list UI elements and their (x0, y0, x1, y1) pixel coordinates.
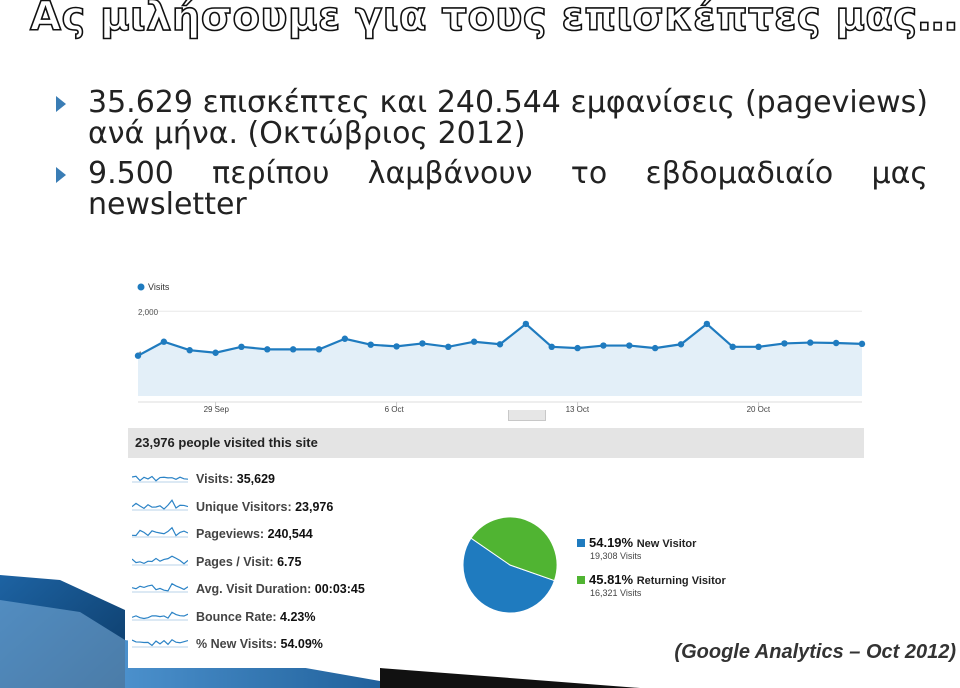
chart-resize-handle[interactable] (508, 410, 546, 421)
x-tick-label: 13 Oct (566, 405, 590, 414)
metric-name: Bounce Rate: (196, 610, 281, 624)
legend-count: 19,308 Visits (590, 551, 642, 561)
visits-point[interactable] (134, 352, 142, 359)
metric-value: 240,544 (267, 527, 313, 541)
visits-point[interactable] (160, 338, 168, 345)
visits-area (138, 323, 862, 396)
visits-point[interactable] (832, 339, 840, 347)
bullet-arrow-icon (56, 96, 66, 112)
legend-swatch-icon (577, 576, 585, 584)
visits-point[interactable] (212, 349, 219, 356)
bullet-text: 35.629 επισκέπτες και 240.544 εμφανίσεις… (88, 85, 928, 151)
visits-point[interactable] (600, 342, 607, 349)
visits-point[interactable] (419, 340, 426, 347)
visits-point[interactable] (470, 338, 478, 345)
visits-point[interactable] (626, 342, 633, 349)
pie-slice[interactable] (470, 516, 558, 582)
sparkline-icon (132, 526, 188, 538)
metric-value: 6.75 (277, 555, 302, 569)
visits-point[interactable] (496, 341, 504, 348)
visits-point[interactable] (755, 343, 762, 351)
metric-value: 23,976 (295, 500, 334, 514)
metric-label: Visits: 35,629 (196, 472, 275, 486)
metric-row[interactable]: Avg. Visit Duration: 00:03:45 (128, 575, 468, 601)
visits-point[interactable] (574, 344, 581, 352)
legend-name: New Visitor (636, 538, 697, 550)
metric-name: Pages / Visit: (196, 555, 278, 569)
sparkline-icon (132, 611, 188, 621)
metric-row[interactable]: Visits: 35,629 (128, 465, 468, 491)
x-tick-label: 6 Oct (385, 405, 405, 414)
visits-point[interactable] (289, 346, 297, 353)
metric-name: Pageviews: (196, 527, 268, 541)
legend-name: Returning Visitor (636, 575, 726, 587)
slide-title: Ας μιλήσουμε για τους επισκέπτες μας… (29, 0, 959, 41)
sparkline-icon (132, 582, 188, 593)
visits-point[interactable] (367, 341, 374, 348)
bullet-text: 9.500 περίπου λαμβάνουν το εβδομαδιαίο μ… (88, 156, 928, 222)
visits-point[interactable] (781, 340, 788, 347)
sparkline-icon (132, 638, 188, 648)
visits-point[interactable] (729, 343, 736, 351)
metric-label: Unique Visitors: 23,976 (196, 500, 333, 514)
visits-point[interactable] (651, 344, 659, 352)
visits-point[interactable] (315, 346, 323, 353)
metric-name: Unique Visitors: (196, 500, 296, 514)
metric-name: Avg. Visit Duration: (196, 582, 315, 596)
legend-count: 16,321 Visits (590, 588, 642, 598)
visits-point[interactable] (677, 341, 685, 348)
sparkline-icon (132, 475, 188, 483)
metric-value: 35,629 (236, 472, 275, 486)
visits-point[interactable] (238, 343, 245, 351)
legend-label: Visits (148, 282, 170, 292)
legend-swatch-icon (577, 539, 585, 547)
sparkline-icon (132, 499, 188, 511)
caption: (Google Analytics – Oct 2012) (674, 641, 956, 663)
metric-row[interactable]: Unique Visitors: 23,976 (128, 493, 468, 519)
visits-point[interactable] (393, 343, 400, 350)
visits-point[interactable] (341, 335, 349, 342)
metric-label: Bounce Rate: 4.23% (196, 610, 316, 624)
x-tick-label: 29 Sep (204, 405, 230, 414)
summary-header-text: 23,976 people visited this site (135, 435, 318, 450)
metric-name: % New Visits: (196, 637, 281, 651)
metric-value: 54.09% (280, 637, 323, 651)
visits-point[interactable] (445, 343, 452, 351)
pie-slice[interactable] (462, 537, 556, 614)
summary-header: 23,976 people visited this site (128, 428, 864, 458)
metric-label: Avg. Visit Duration: 00:03:45 (196, 582, 365, 596)
visits-point[interactable] (522, 320, 530, 328)
legend-percent: 45.81% Returning Visitor (589, 572, 726, 587)
metric-label: Pageviews: 240,544 (196, 527, 313, 541)
sparkline-icon (132, 555, 188, 566)
metric-label: % New Visits: 54.09% (196, 637, 323, 651)
y-tick-label: 2,000 (138, 308, 159, 317)
metric-value: 00:03:45 (314, 582, 365, 596)
legend-dot-icon (137, 283, 145, 291)
visits-point[interactable] (703, 320, 711, 328)
visits-point[interactable] (807, 339, 814, 346)
visits-point[interactable] (264, 346, 271, 353)
metric-row[interactable]: % New Visits: 54.09% (128, 630, 468, 656)
metric-row[interactable]: Pageviews: 240,544 (128, 520, 468, 546)
x-tick-label: 20 Oct (747, 405, 771, 414)
visitor-type-pie (462, 516, 558, 614)
bullet-arrow-icon (56, 167, 66, 183)
metric-row[interactable]: Bounce Rate: 4.23% (128, 603, 468, 629)
metric-row[interactable]: Pages / Visit: 6.75 (128, 548, 468, 574)
visits-point[interactable] (548, 343, 555, 351)
metric-value: 4.23% (280, 610, 316, 624)
metric-label: Pages / Visit: 6.75 (196, 555, 301, 569)
legend-percent: 54.19% New Visitor (589, 535, 697, 550)
visits-point[interactable] (858, 340, 866, 348)
metric-name: Visits: (196, 472, 237, 486)
metrics-panel: Visits: 35,629 Unique Visitors: 23,976 Pag… (128, 458, 468, 668)
visits-point[interactable] (186, 347, 193, 354)
